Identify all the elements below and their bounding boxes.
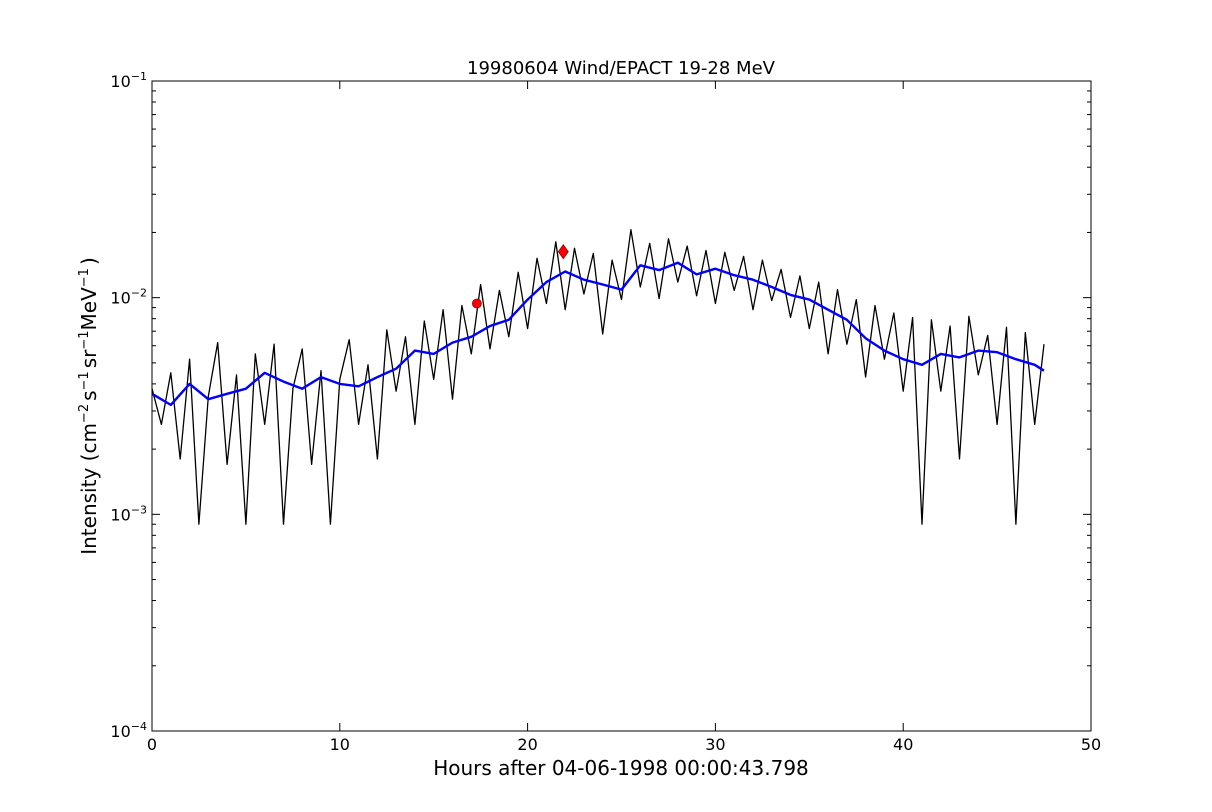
series-line-2 (151, 261, 1045, 407)
marker-1 (471, 298, 482, 309)
y-tick-label-exp: −4 (131, 720, 147, 733)
y-axis-label-part: MeV (77, 287, 101, 331)
y-tick-label: 10−2 (110, 287, 147, 308)
y-axis-label-sup: −2 (77, 404, 92, 423)
y-tick-label-exp: −2 (131, 287, 147, 300)
y-axis-label: Intensity (cm−2s−1sr−1MeV−1) (77, 257, 101, 555)
series-line-1 (151, 229, 1045, 525)
x-tick-label: 20 (517, 735, 537, 754)
y-axis-label-part: s (77, 390, 101, 400)
x-tick-label: 0 (147, 735, 157, 754)
plot-area (152, 81, 1091, 731)
y-tick-label-exp: −3 (131, 503, 147, 516)
x-tick-label: 40 (893, 735, 913, 754)
y-axis-label-part: Intensity (cm (77, 423, 101, 555)
y-axis-label-sup: −1 (77, 330, 92, 349)
y-axis-label-part: ) (77, 257, 101, 265)
x-tick-label: 50 (1081, 735, 1101, 754)
series-layer (151, 229, 1045, 525)
y-tick-label-base: 10 (110, 505, 130, 524)
x-axis-label: Hours after 04-06-1998 00:00:43.798 (433, 756, 809, 780)
chart-title: 19980604 Wind/EPACT 19-28 MeV (467, 58, 776, 79)
plot-frame (151, 80, 1092, 732)
y-tick-label: 10−3 (110, 503, 147, 524)
y-tick-label-base: 10 (110, 722, 130, 741)
y-tick-label-exp: −1 (131, 70, 147, 83)
marker-layer (471, 244, 569, 309)
x-tick-label: 30 (705, 735, 725, 754)
y-tick-label: 10−4 (110, 720, 147, 741)
y-axis-label-sup: −1 (77, 371, 92, 390)
y-tick-label-base: 10 (110, 289, 130, 308)
y-axis-label-part: sr (77, 349, 101, 368)
y-axis-label-sup: −1 (77, 268, 92, 287)
marker-2 (557, 244, 569, 260)
y-tick-label-base: 10 (110, 72, 130, 91)
y-tick-label: 10−1 (110, 70, 147, 91)
x-tick-label: 10 (330, 735, 350, 754)
